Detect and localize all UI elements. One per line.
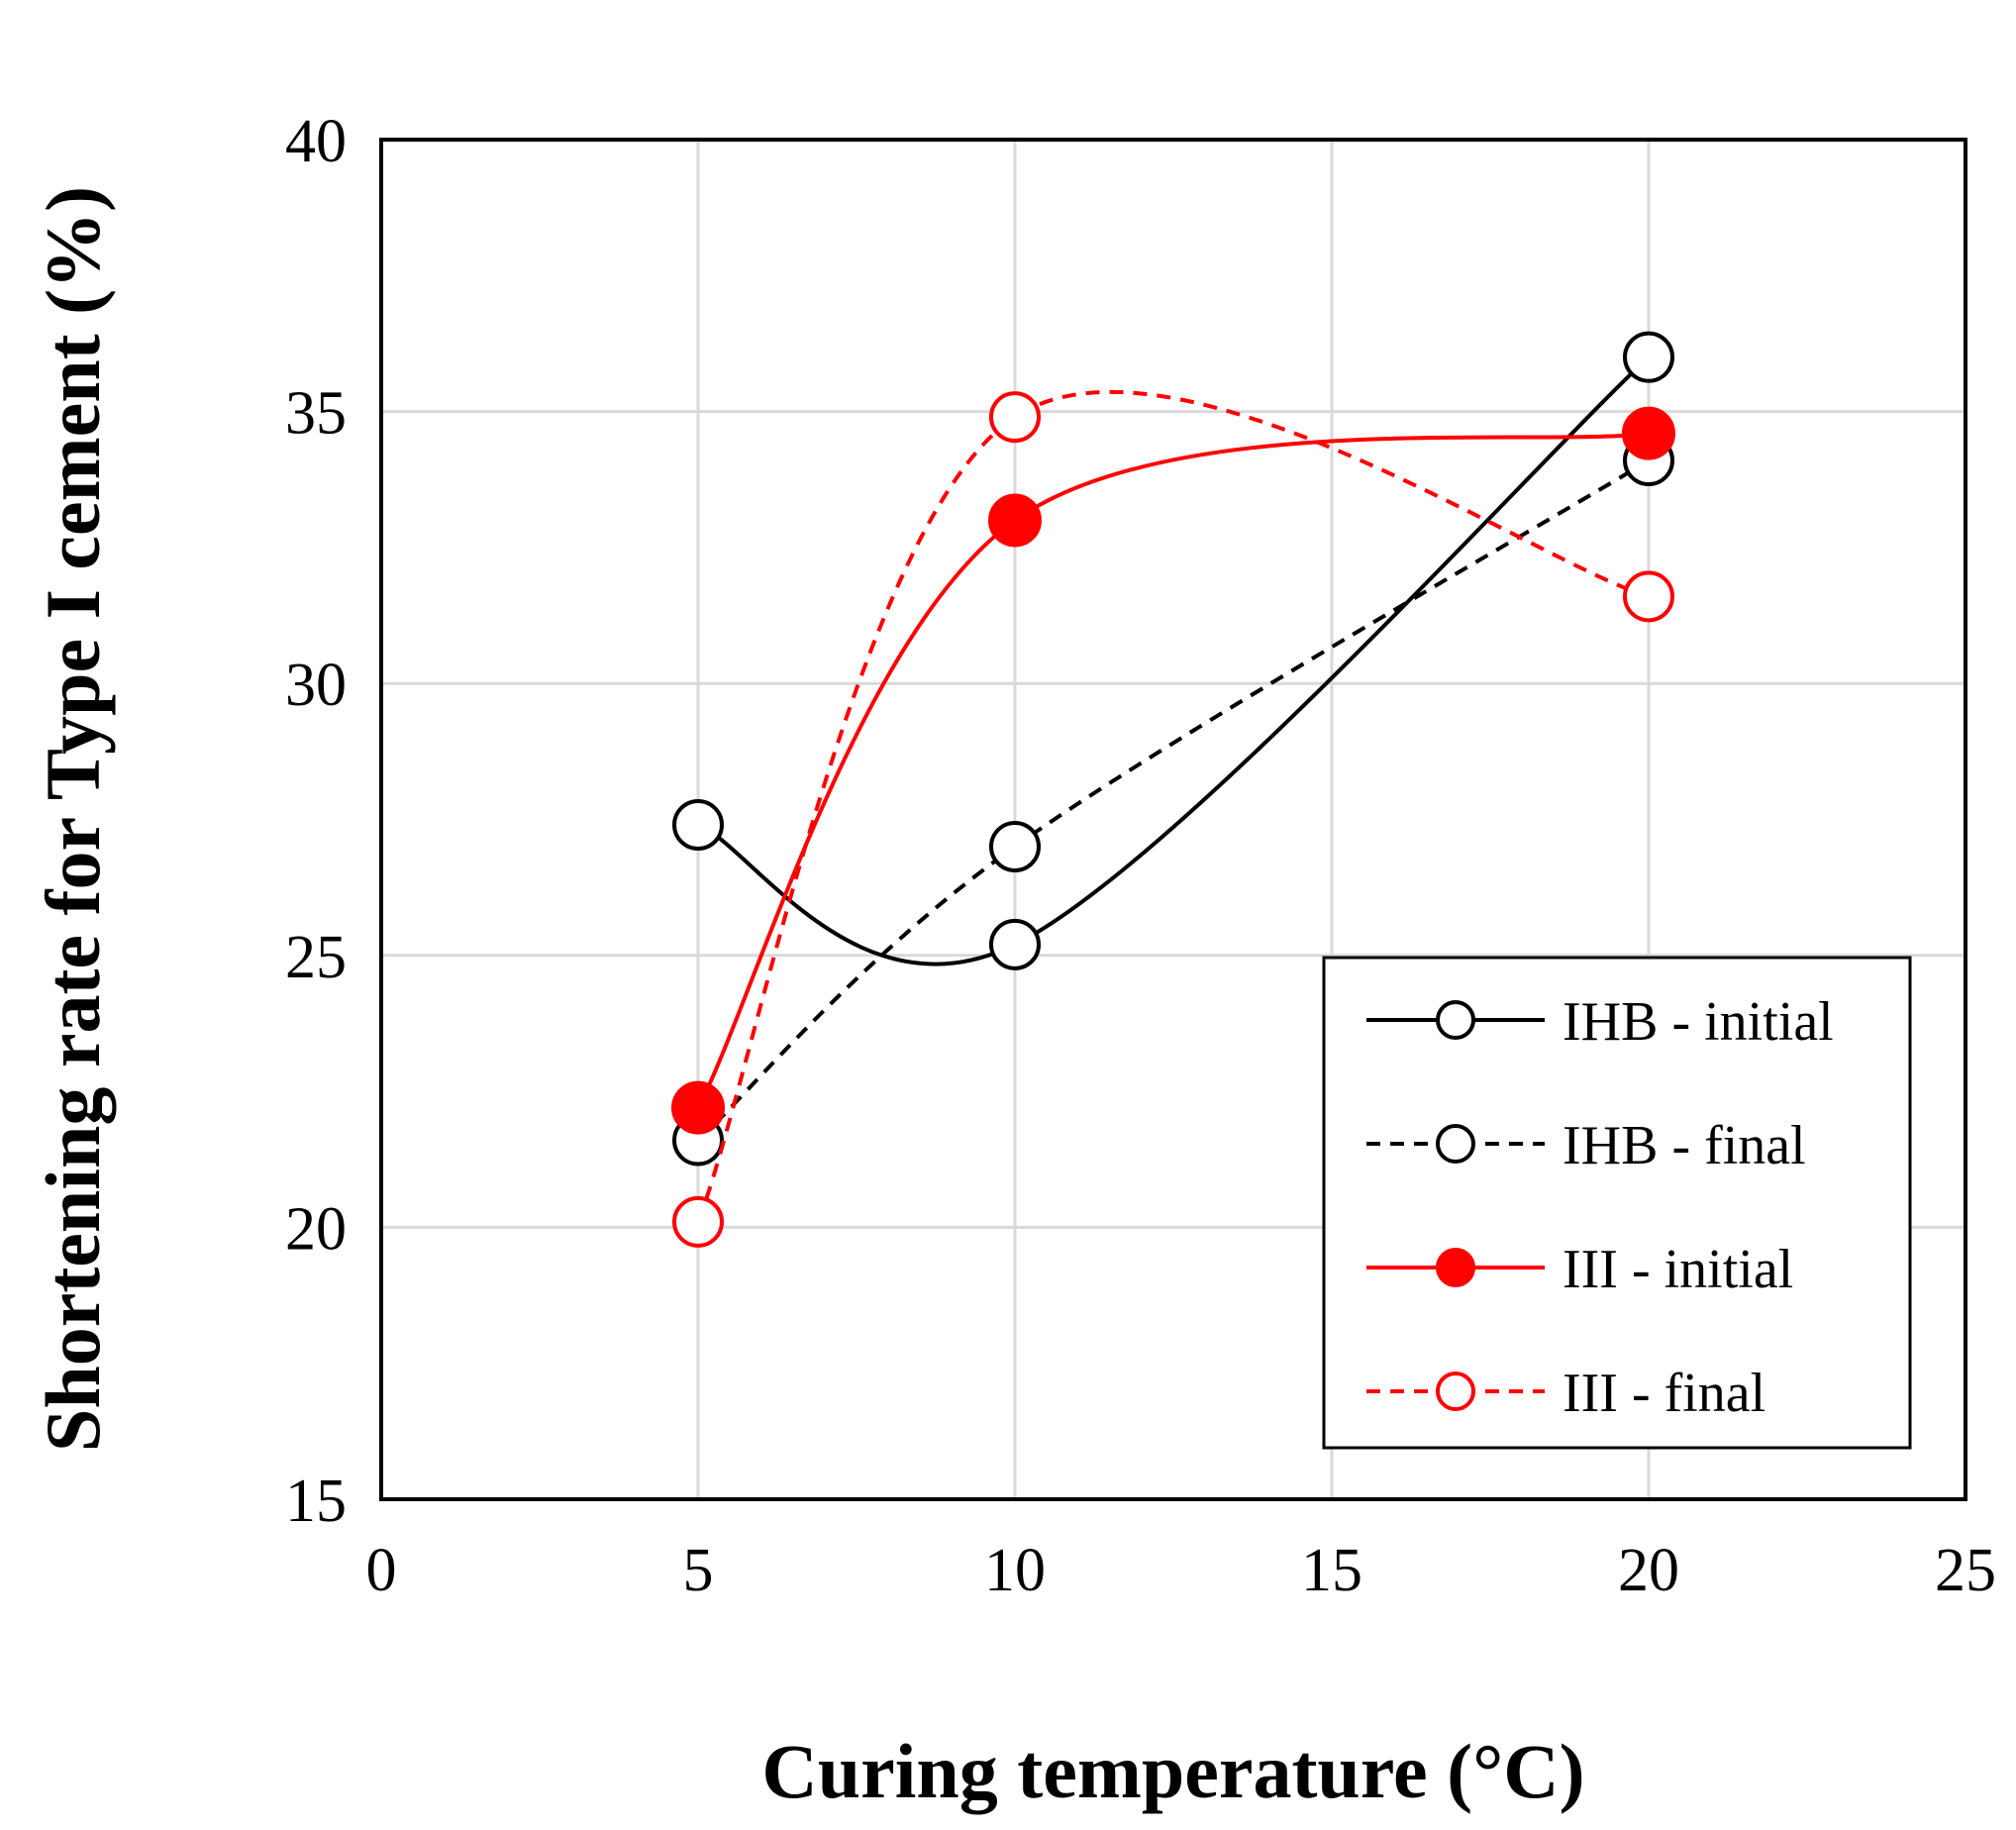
legend-items: IHB - initial IHB - final III - initial III… [1366, 991, 1834, 1424]
data-point [1623, 331, 1674, 383]
data-point [989, 918, 1041, 970]
y-tick-label: 25 [285, 924, 347, 991]
y-tick-label: 35 [285, 380, 347, 448]
legend-marker [1436, 1248, 1475, 1287]
legend-item-iii-initial: III - initial [1366, 1239, 1793, 1300]
x-tick-label: 5 [683, 1537, 714, 1604]
series-iii-initial [671, 406, 1675, 1135]
legend-marker [1436, 1372, 1475, 1411]
series-iii-final [672, 389, 1674, 1248]
legend-label: III - final [1562, 1363, 1765, 1424]
y-axis-title: Shortening rate for Type I cement (%) [30, 186, 116, 1452]
data-point [989, 391, 1041, 444]
x-tick-label: 20 [1618, 1537, 1679, 1604]
y-tick-label: 15 [285, 1468, 347, 1535]
y-tick-label: 30 [285, 652, 347, 719]
series-line-ihb-initial [697, 356, 1651, 966]
legend-item-iii-final: III - final [1366, 1363, 1765, 1424]
y-tick-label: 20 [285, 1195, 347, 1263]
y-tick-label: 40 [285, 108, 347, 175]
data-point [989, 820, 1041, 872]
legend-item-ihb-final: IHB - final [1366, 1115, 1806, 1176]
legend-marker [1436, 1000, 1475, 1040]
data-point [672, 798, 724, 851]
series-layer [671, 331, 1675, 1248]
data-point [672, 1195, 724, 1248]
x-axis-title: Curing temperature (°C) [761, 1728, 1584, 1814]
data-point [671, 1080, 725, 1135]
data-point [1623, 570, 1674, 623]
legend-label: IHB - final [1562, 1115, 1806, 1176]
x-tick-label: 10 [984, 1537, 1046, 1604]
data-point [1622, 406, 1675, 460]
legend-marker [1436, 1124, 1475, 1164]
x-axis-ticks: 0 5 10 15 20 25 [366, 1537, 1997, 1604]
legend: IHB - initial IHB - final III - initial III… [1322, 956, 1912, 1450]
data-point [988, 493, 1042, 548]
series-ihb-initial [672, 331, 1674, 970]
x-tick-label: 15 [1301, 1537, 1362, 1604]
plot-area-frame [379, 138, 1967, 1501]
y-axis-ticks: 15 20 25 30 35 40 [285, 108, 347, 1535]
x-tick-label: 25 [1935, 1537, 1996, 1604]
x-tick-label: 0 [366, 1537, 397, 1604]
legend-label: IHB - initial [1562, 991, 1834, 1053]
legend-box [1322, 956, 1912, 1450]
legend-item-ihb-initial: IHB - initial [1366, 991, 1834, 1053]
legend-label: III - initial [1562, 1239, 1793, 1300]
